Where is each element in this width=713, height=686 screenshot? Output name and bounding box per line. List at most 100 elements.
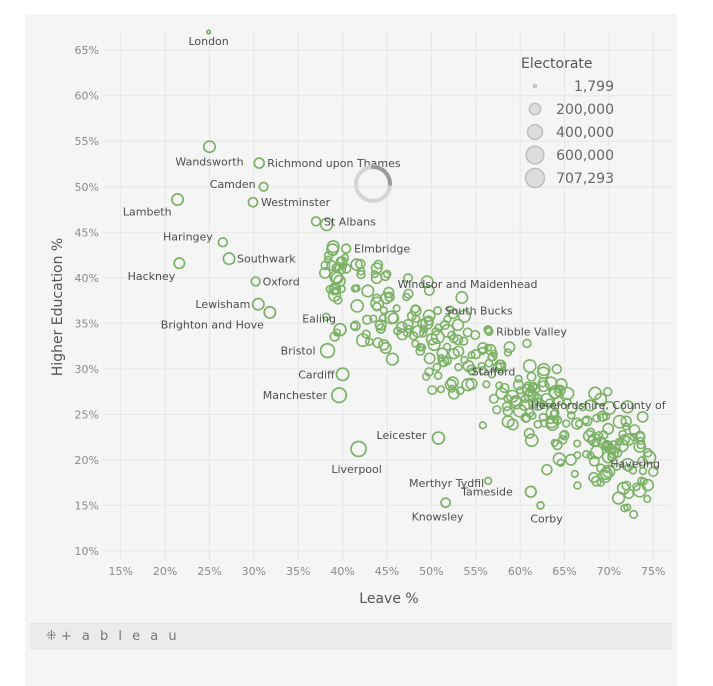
district-point[interactable] <box>370 269 379 279</box>
district-point[interactable] <box>411 324 425 338</box>
district-point[interactable] <box>565 402 578 415</box>
labeled-district-point[interactable] <box>173 257 186 270</box>
district-point[interactable] <box>538 412 548 422</box>
district-point[interactable] <box>596 410 608 422</box>
district-point[interactable] <box>440 323 455 338</box>
labeled-district-point[interactable] <box>333 322 347 337</box>
district-point[interactable] <box>371 293 382 304</box>
district-point[interactable] <box>370 296 385 311</box>
labeled-district-point[interactable] <box>350 440 367 458</box>
district-point[interactable] <box>624 463 633 472</box>
district-point[interactable] <box>506 418 519 431</box>
district-point[interactable] <box>589 445 604 460</box>
district-point[interactable] <box>503 341 516 354</box>
district-point[interactable] <box>512 379 524 391</box>
district-point[interactable] <box>638 466 648 476</box>
district-point[interactable] <box>566 410 576 420</box>
district-point[interactable] <box>551 363 563 375</box>
labeled-district-point[interactable] <box>171 192 185 207</box>
district-point[interactable] <box>449 333 459 344</box>
district-point[interactable] <box>539 392 554 408</box>
district-point[interactable] <box>514 374 523 384</box>
labeled-district-point[interactable] <box>251 297 265 311</box>
district-point[interactable] <box>410 304 421 314</box>
district-point[interactable] <box>457 309 472 323</box>
district-point[interactable] <box>477 342 489 354</box>
district-point[interactable] <box>620 415 632 427</box>
labeled-district-point[interactable] <box>217 237 229 248</box>
labeled-district-point[interactable] <box>206 29 212 35</box>
district-point[interactable] <box>446 376 459 389</box>
district-point[interactable] <box>374 319 387 332</box>
district-point[interactable] <box>432 362 442 372</box>
district-point[interactable] <box>516 386 525 395</box>
district-point[interactable] <box>487 370 497 379</box>
district-point[interactable] <box>356 266 366 276</box>
district-point[interactable] <box>436 385 445 394</box>
labeled-district-point[interactable] <box>431 431 446 445</box>
district-point[interactable] <box>585 427 596 438</box>
district-point[interactable] <box>573 451 582 460</box>
labeled-district-point[interactable] <box>470 349 481 360</box>
district-point[interactable] <box>642 447 653 458</box>
labeled-district-point[interactable] <box>330 387 348 404</box>
labeled-district-point[interactable] <box>484 326 494 337</box>
district-point[interactable] <box>425 333 439 346</box>
district-point[interactable] <box>612 414 627 429</box>
labeled-district-point[interactable] <box>433 306 443 316</box>
district-point[interactable] <box>408 331 419 341</box>
labeled-district-point[interactable] <box>253 157 265 169</box>
district-point[interactable] <box>319 217 334 232</box>
labeled-district-point[interactable] <box>222 252 236 266</box>
district-point[interactable] <box>637 456 648 467</box>
district-point[interactable] <box>487 351 498 362</box>
district-point[interactable] <box>442 356 452 366</box>
district-point[interactable] <box>356 269 366 280</box>
district-point[interactable] <box>454 362 463 372</box>
labeled-district-point[interactable] <box>384 291 395 303</box>
district-point[interactable] <box>592 413 602 423</box>
district-point[interactable] <box>495 381 504 390</box>
district-point[interactable] <box>602 422 615 435</box>
district-point[interactable] <box>369 314 378 323</box>
district-point[interactable] <box>411 339 420 348</box>
labeled-district-point[interactable] <box>263 305 277 319</box>
district-point[interactable] <box>403 288 414 300</box>
district-point[interactable] <box>477 361 486 370</box>
district-point[interactable] <box>378 314 387 323</box>
district-point[interactable] <box>561 419 571 428</box>
labeled-district-point[interactable] <box>319 342 336 359</box>
district-point[interactable] <box>531 393 543 405</box>
district-point[interactable] <box>620 504 629 513</box>
district-point[interactable] <box>461 378 475 392</box>
tableau-logo[interactable]: ⁜ + a b l e a u <box>46 629 180 644</box>
district-point[interactable] <box>612 462 622 471</box>
labeled-district-point[interactable] <box>335 367 350 382</box>
district-point[interactable] <box>601 464 616 479</box>
district-point[interactable] <box>402 292 411 302</box>
district-point[interactable] <box>443 314 452 324</box>
district-point[interactable] <box>478 366 488 375</box>
district-point[interactable] <box>598 430 609 440</box>
district-point[interactable] <box>361 284 375 298</box>
district-point[interactable] <box>632 482 641 492</box>
district-point[interactable] <box>647 466 659 478</box>
district-point[interactable] <box>541 463 553 476</box>
labeled-district-point[interactable] <box>599 467 613 481</box>
district-point[interactable] <box>448 387 460 400</box>
district-point[interactable] <box>526 384 536 394</box>
district-point[interactable] <box>350 258 363 271</box>
district-point[interactable] <box>333 295 343 305</box>
district-point[interactable] <box>361 314 373 325</box>
district-point[interactable] <box>403 273 414 284</box>
district-point[interactable] <box>333 261 343 271</box>
district-point[interactable] <box>466 364 477 375</box>
district-point[interactable] <box>505 389 520 403</box>
district-point[interactable] <box>594 392 608 406</box>
district-point[interactable] <box>629 509 639 519</box>
district-point[interactable] <box>384 310 399 325</box>
district-point[interactable] <box>379 306 388 315</box>
labeled-district-point[interactable] <box>518 399 531 412</box>
district-point[interactable] <box>452 334 464 346</box>
